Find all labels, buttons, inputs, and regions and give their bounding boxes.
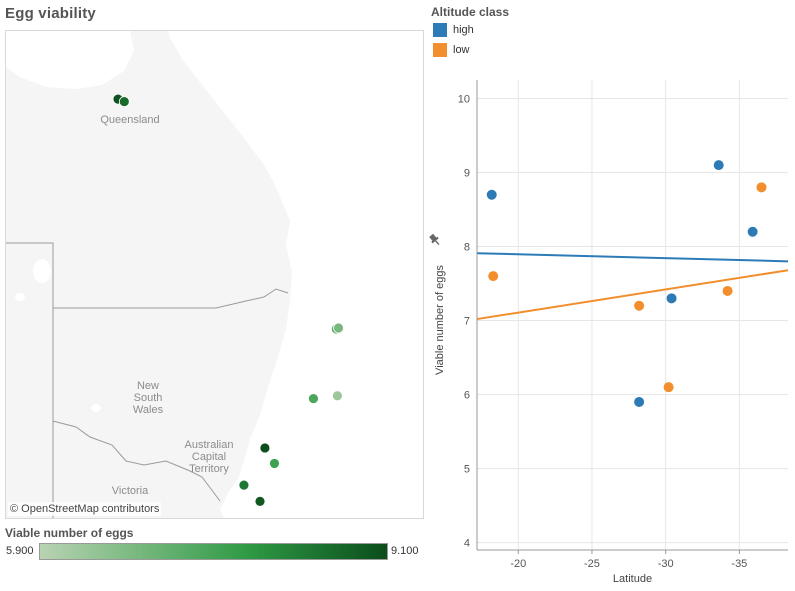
dashboard-title: Egg viability bbox=[5, 5, 96, 22]
y-tick-label: 5 bbox=[464, 464, 470, 476]
map-label-wales: Wales bbox=[133, 404, 164, 416]
legend-swatch-low bbox=[433, 43, 447, 57]
color-legend-max: 9.100 bbox=[391, 545, 419, 557]
map-canvas[interactable]: Queensland New South Wales Australian Ca… bbox=[6, 31, 423, 518]
y-axis-label: Viable number of eggs bbox=[434, 265, 446, 375]
legend-swatch-high bbox=[433, 23, 447, 37]
data-point-high[interactable] bbox=[713, 160, 724, 171]
scatter-chart[interactable]: 4 5 6 7 8 9 10 -20 -25 -30 -35 Latitude Viable num… bbox=[428, 60, 790, 590]
trend-lines bbox=[476, 252, 789, 321]
legend-label-high: high bbox=[453, 24, 474, 36]
map-label-south: South bbox=[134, 392, 163, 404]
map-label-victoria: Victoria bbox=[112, 485, 149, 497]
lake-shape bbox=[33, 259, 51, 283]
y-tick-label: 6 bbox=[464, 390, 470, 402]
map-site-marker[interactable] bbox=[238, 479, 250, 491]
chart-grid bbox=[477, 80, 788, 550]
y-tick-label: 4 bbox=[464, 538, 470, 550]
x-tick-label: -20 bbox=[510, 558, 526, 570]
map-label-queensland: Queensland bbox=[100, 114, 159, 126]
lake-shape bbox=[411, 99, 417, 107]
x-tick-label: -35 bbox=[731, 558, 747, 570]
map-label-australian: Australian bbox=[185, 439, 234, 451]
state-border-qld-nsw bbox=[6, 242, 289, 309]
lake-shape bbox=[266, 143, 274, 155]
data-point-low[interactable] bbox=[488, 271, 499, 282]
color-legend-gradient bbox=[39, 543, 388, 560]
pin-icon[interactable] bbox=[428, 233, 442, 247]
y-tick-label: 9 bbox=[464, 168, 470, 180]
state-border-murray bbox=[52, 420, 221, 502]
x-tick-label: -25 bbox=[584, 558, 600, 570]
gulf-of-carpentaria bbox=[6, 31, 134, 89]
map-label-territory: Territory bbox=[189, 463, 229, 475]
legend-label-low: low bbox=[453, 44, 470, 56]
chart-axes: 4 5 6 7 8 9 10 -20 -25 -30 -35 bbox=[458, 80, 788, 570]
color-legend-min: 5.900 bbox=[6, 545, 34, 557]
trend-line-low bbox=[476, 269, 789, 321]
map-site-marker[interactable] bbox=[308, 393, 319, 405]
color-legend-title: Viable number of eggs bbox=[5, 526, 134, 540]
data-point-high[interactable] bbox=[747, 226, 758, 237]
map-label-capital: Capital bbox=[192, 451, 226, 463]
map-view[interactable]: Queensland New South Wales Australian Ca… bbox=[5, 30, 424, 519]
map-site-marker[interactable] bbox=[118, 96, 130, 108]
data-point-low[interactable] bbox=[663, 382, 674, 393]
map-site-marker[interactable] bbox=[332, 390, 343, 402]
y-tick-label: 7 bbox=[464, 316, 470, 328]
data-point-high[interactable] bbox=[486, 189, 497, 200]
ocean bbox=[166, 31, 423, 518]
y-tick-label: 8 bbox=[464, 242, 470, 254]
lake-shape bbox=[91, 404, 101, 412]
lake-shape bbox=[15, 293, 25, 301]
plot-area bbox=[477, 80, 788, 550]
altitude-legend-title: Altitude class bbox=[431, 5, 510, 19]
cape-york bbox=[132, 31, 172, 77]
map-label-new: New bbox=[137, 380, 159, 392]
data-point-low[interactable] bbox=[756, 182, 767, 193]
data-point-low[interactable] bbox=[634, 300, 645, 311]
map-site-marker[interactable] bbox=[269, 458, 280, 469]
data-point-high[interactable] bbox=[666, 293, 677, 304]
data-points[interactable] bbox=[486, 160, 767, 407]
legend-item-high[interactable]: high bbox=[433, 23, 474, 37]
map-site-marker[interactable] bbox=[254, 495, 266, 507]
y-tick-label: 10 bbox=[458, 94, 470, 106]
data-point-low[interactable] bbox=[722, 285, 733, 296]
map-site-marker[interactable] bbox=[333, 322, 344, 334]
x-tick-label: -30 bbox=[658, 558, 674, 570]
legend-item-low[interactable]: low bbox=[433, 43, 470, 57]
map-site-markers[interactable] bbox=[112, 93, 344, 507]
map-site-marker[interactable] bbox=[259, 442, 271, 454]
map-attribution[interactable]: © OpenStreetMap contributors bbox=[8, 502, 162, 516]
data-point-high[interactable] bbox=[634, 396, 645, 407]
x-axis-label: Latitude bbox=[613, 573, 652, 585]
trend-line-high bbox=[476, 252, 789, 263]
